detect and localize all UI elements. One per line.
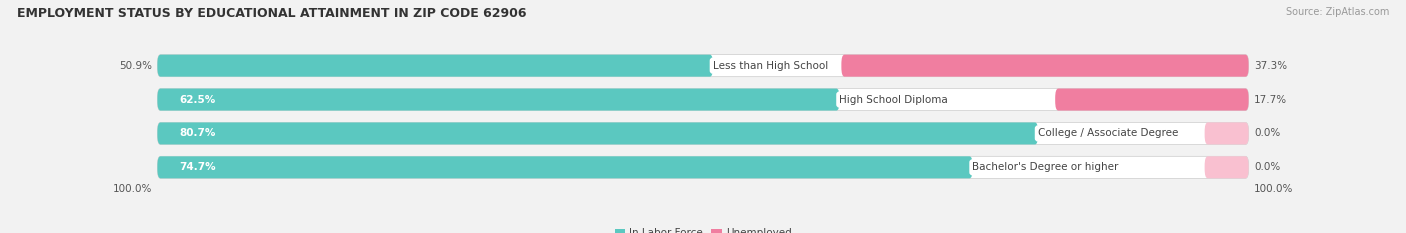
FancyBboxPatch shape [157,122,1038,144]
Text: 80.7%: 80.7% [180,128,215,138]
Text: 62.5%: 62.5% [180,95,215,105]
Text: EMPLOYMENT STATUS BY EDUCATIONAL ATTAINMENT IN ZIP CODE 62906: EMPLOYMENT STATUS BY EDUCATIONAL ATTAINM… [17,7,526,20]
Text: Source: ZipAtlas.com: Source: ZipAtlas.com [1285,7,1389,17]
FancyBboxPatch shape [841,55,1249,77]
Text: Less than High School: Less than High School [713,61,828,71]
FancyBboxPatch shape [157,55,1249,77]
FancyBboxPatch shape [157,156,1249,178]
Text: Bachelor's Degree or higher: Bachelor's Degree or higher [973,162,1119,172]
Text: 100.0%: 100.0% [112,184,152,194]
FancyBboxPatch shape [157,156,973,178]
Text: 50.9%: 50.9% [120,61,152,71]
Text: College / Associate Degree: College / Associate Degree [1038,128,1178,138]
Legend: In Labor Force, Unemployed: In Labor Force, Unemployed [610,224,796,233]
Text: 37.3%: 37.3% [1254,61,1286,71]
FancyBboxPatch shape [1205,156,1249,178]
FancyBboxPatch shape [157,89,1249,111]
Text: 0.0%: 0.0% [1254,128,1279,138]
Text: 0.0%: 0.0% [1254,162,1279,172]
Text: 17.7%: 17.7% [1254,95,1286,105]
FancyBboxPatch shape [1205,122,1249,144]
Text: 100.0%: 100.0% [1254,184,1294,194]
Text: 74.7%: 74.7% [180,162,217,172]
FancyBboxPatch shape [157,55,713,77]
FancyBboxPatch shape [1054,89,1249,111]
FancyBboxPatch shape [157,122,1249,144]
Text: High School Diploma: High School Diploma [839,95,948,105]
FancyBboxPatch shape [157,89,839,111]
